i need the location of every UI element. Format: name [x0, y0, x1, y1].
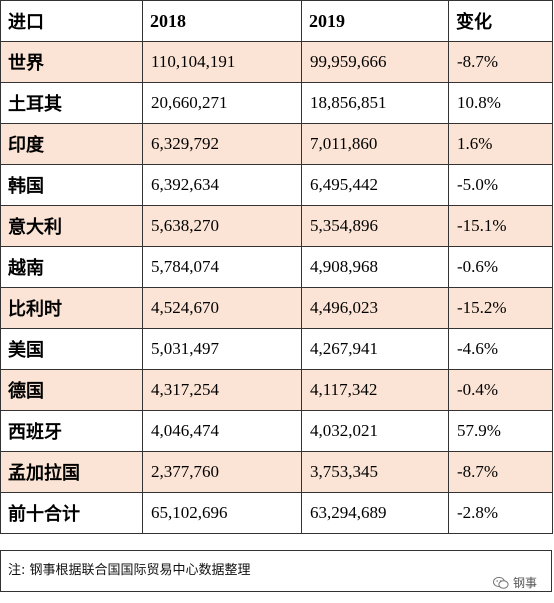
cell-2019: 18,856,851 — [301, 82, 449, 124]
cell-country: 世界 — [0, 41, 143, 83]
cell-country: 孟加拉国 — [0, 451, 143, 493]
cell-change: 10.8% — [448, 82, 553, 124]
cell-change: -15.1% — [448, 205, 553, 247]
wechat-icon — [492, 576, 509, 589]
cell-2018: 4,046,474 — [142, 410, 302, 452]
table-body: 世界 110,104,191 99,959,666 -8.7% 土耳其 20,660,27… — [0, 41, 553, 534]
cell-change: 1.6% — [448, 123, 553, 165]
table-row: 印度 6,329,792 7,011,860 1.6% — [0, 123, 553, 165]
cell-2019: 4,032,021 — [301, 410, 449, 452]
cell-2018: 5,784,074 — [142, 246, 302, 288]
cell-change: -15.2% — [448, 287, 553, 329]
cell-2019: 99,959,666 — [301, 41, 449, 83]
cell-2018: 4,524,670 — [142, 287, 302, 329]
cell-change: -4.6% — [448, 328, 553, 370]
cell-2018: 6,392,634 — [142, 164, 302, 206]
cell-country: 意大利 — [0, 205, 143, 247]
cell-change: -8.7% — [448, 451, 553, 493]
table-row: 美国 5,031,497 4,267,941 -4.6% — [0, 328, 553, 370]
table-row: 德国 4,317,254 4,117,342 -0.4% — [0, 369, 553, 411]
cell-country: 前十合计 — [0, 492, 143, 534]
import-table: 进口 2018 2019 变化 世界 110,104,191 99,959,666-… — [0, 0, 553, 534]
cell-2019: 4,117,342 — [301, 369, 449, 411]
cell-2019: 7,011,860 — [301, 123, 449, 165]
header-country: 进口 — [0, 0, 143, 42]
cell-2018: 20,660,271 — [142, 82, 302, 124]
cell-change: 57.9% — [448, 410, 553, 452]
header-change: 变化 — [448, 0, 553, 42]
cell-2019: 3,753,345 — [301, 451, 449, 493]
watermark-label: 钢事 — [512, 576, 537, 590]
cell-country: 西班牙 — [0, 410, 143, 452]
cell-country: 印度 — [0, 123, 143, 165]
watermark: 钢事 — [492, 563, 537, 603]
table-row: 土耳其 20,660,271 18,856,851 10.8% — [0, 82, 553, 124]
table-row: 韩国 6,392,634 6,495,442 -5.0% — [0, 164, 553, 206]
source-note-text: 注: 钢事根据联合国国际贸易中心数据整理 — [8, 563, 251, 578]
header-2019: 2019 — [301, 0, 449, 42]
cell-2019: 4,267,941 — [301, 328, 449, 370]
header-2018: 2018 — [142, 0, 302, 42]
cell-change: -8.7% — [448, 41, 553, 83]
cell-2019: 5,354,896 — [301, 205, 449, 247]
cell-change: -0.4% — [448, 369, 553, 411]
cell-2018: 110,104,191 — [142, 41, 302, 83]
cell-2018: 5,031,497 — [142, 328, 302, 370]
cell-country: 美国 — [0, 328, 143, 370]
table-row: 世界 110,104,191 99,959,666 -8.7% — [0, 41, 553, 83]
header-row: 进口 2018 2019 变化 — [0, 0, 553, 42]
cell-country: 比利时 — [0, 287, 143, 329]
source-note: 注: 钢事根据联合国国际贸易中心数据整理 钢事 — [0, 550, 552, 592]
cell-2019: 63,294,689 — [301, 492, 449, 534]
table-row: 前十合计 65,102,696 63,294,689 -2.8% — [0, 492, 553, 534]
cell-2018: 5,638,270 — [142, 205, 302, 247]
table-row: 比利时 4,524,670 4,496,023 -15.2% — [0, 287, 553, 329]
cell-country: 德国 — [0, 369, 143, 411]
cell-change: -2.8% — [448, 492, 553, 534]
cell-2018: 4,317,254 — [142, 369, 302, 411]
cell-2018: 65,102,696 — [142, 492, 302, 534]
cell-2019: 6,495,442 — [301, 164, 449, 206]
cell-2019: 4,908,968 — [301, 246, 449, 288]
cell-country: 韩国 — [0, 164, 143, 206]
cell-country: 土耳其 — [0, 82, 143, 124]
cell-country: 越南 — [0, 246, 143, 288]
table-row: 意大利 5,638,270 5,354,896 -15.1% — [0, 205, 553, 247]
table-row: 越南 5,784,074 4,908,968 -0.6% — [0, 246, 553, 288]
table-row: 孟加拉国 2,377,760 3,753,345 -8.7% — [0, 451, 553, 493]
cell-change: -0.6% — [448, 246, 553, 288]
table-row: 西班牙 4,046,474 4,032,021 57.9% — [0, 410, 553, 452]
cell-2018: 2,377,760 — [142, 451, 302, 493]
cell-2018: 6,329,792 — [142, 123, 302, 165]
cell-2019: 4,496,023 — [301, 287, 449, 329]
cell-change: -5.0% — [448, 164, 553, 206]
